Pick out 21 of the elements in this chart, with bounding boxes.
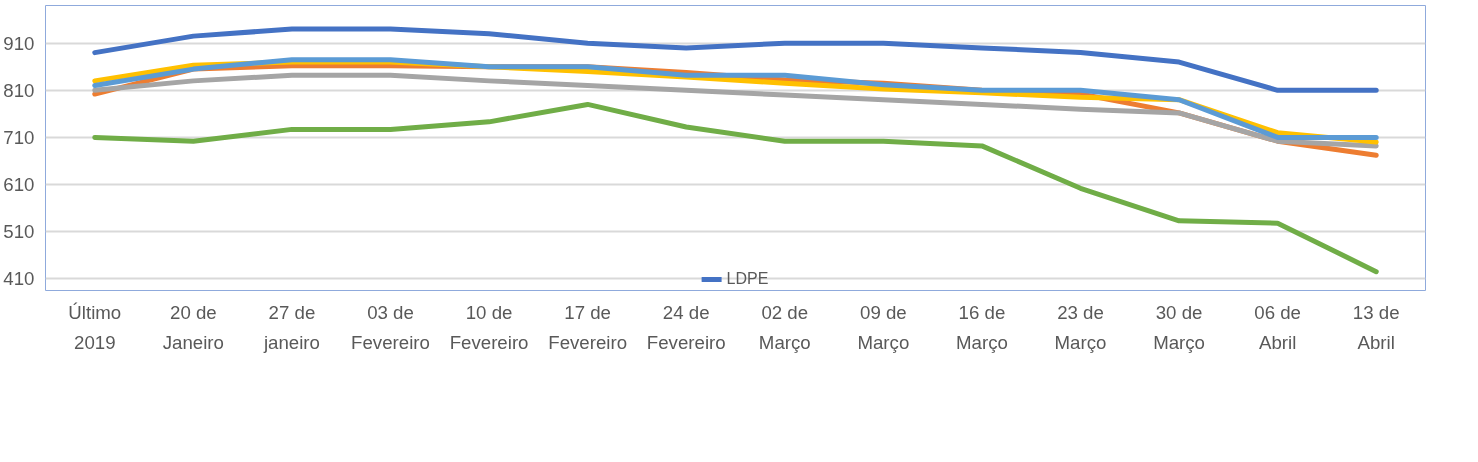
category-label: 17 de Fevereiro	[548, 301, 628, 353]
y-tick-label: 610	[3, 174, 35, 196]
category-label: Último 2019	[68, 301, 122, 353]
category-label: 10 de Fevereiro	[449, 301, 529, 353]
category-label: 06 de Abril	[1254, 301, 1301, 353]
y-tick-label: 910	[3, 32, 35, 54]
y-tick-label: 510	[3, 221, 35, 243]
category-label: 03 de Fevereiro	[351, 301, 430, 353]
y-tick-label: 410	[3, 268, 35, 290]
category-label: 23 de Março	[1054, 301, 1107, 353]
category-label: 02 de Março	[758, 301, 811, 353]
category-label: 09 de Março	[857, 301, 910, 353]
category-label: 13 de Abril	[1352, 301, 1400, 353]
y-tick-label: 710	[3, 126, 35, 148]
category-label: 24 de Fevereiro	[646, 301, 726, 353]
y-tick-label: 810	[3, 79, 35, 101]
category-label: 16 de Março	[956, 301, 1008, 353]
legend-label: LDPE	[726, 270, 769, 288]
category-label: 20 de Janeiro	[162, 301, 224, 353]
category-label: 30 de Março	[1153, 301, 1205, 353]
category-label: 27 de janeiro	[263, 301, 320, 353]
